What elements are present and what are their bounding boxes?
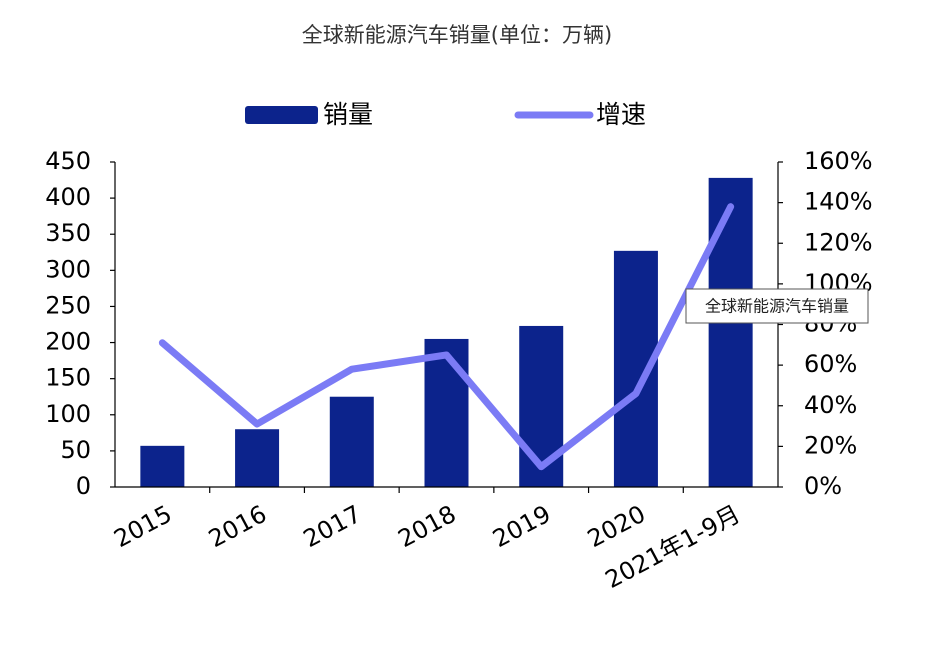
y-tick-label: 450 xyxy=(45,147,91,175)
y2-tick-label: 60% xyxy=(804,350,857,378)
y2-tick-label: 120% xyxy=(804,228,873,256)
chart-title: 全球新能源汽车销量(单位：万辆) xyxy=(302,23,612,47)
y-tick-label: 0 xyxy=(76,472,91,500)
y-tick-label: 150 xyxy=(45,364,91,392)
x-tick-label: 2015 xyxy=(109,500,176,553)
x-tick-label: 2017 xyxy=(299,500,366,553)
bar xyxy=(519,325,564,487)
bar xyxy=(235,429,280,487)
y2-tick-label: 160% xyxy=(804,147,873,175)
x-tick-label: 2016 xyxy=(204,500,271,553)
x-tick-label: 2018 xyxy=(394,500,461,553)
y2-tick-label: 20% xyxy=(804,431,857,459)
y-tick-label: 100 xyxy=(45,400,91,428)
y-tick-label: 350 xyxy=(45,219,91,247)
legend-swatch xyxy=(245,106,318,124)
line xyxy=(158,203,735,471)
legend-label: 销量 xyxy=(323,100,373,129)
y-tick-label: 50 xyxy=(60,436,91,464)
y2-tick-label: 40% xyxy=(804,391,857,419)
bar xyxy=(140,445,185,487)
y-tick-label: 300 xyxy=(45,255,91,283)
y2-tick-label: 140% xyxy=(804,188,873,216)
tooltip-text: 全球新能源汽车销量 xyxy=(705,297,849,316)
bar xyxy=(329,396,374,487)
y-tick-label: 200 xyxy=(45,328,91,356)
x-tick-label: 2019 xyxy=(488,500,555,553)
x-tick-label: 2020 xyxy=(583,500,650,553)
y-tick-label: 250 xyxy=(45,291,91,319)
tooltip-box xyxy=(685,288,869,324)
y2-tick-label: 0% xyxy=(804,472,842,500)
bar xyxy=(708,177,753,487)
bar xyxy=(424,338,469,487)
y-tick-label: 400 xyxy=(45,183,91,211)
legend-label: 增速 xyxy=(596,100,646,129)
